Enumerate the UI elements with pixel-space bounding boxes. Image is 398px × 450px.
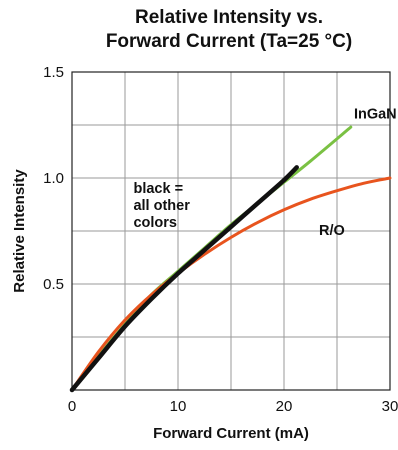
- chart-title-line-1: Relative Intensity vs.: [135, 7, 323, 28]
- annotation-line: colors: [133, 215, 177, 231]
- x-tick-label: 10: [170, 398, 187, 415]
- annotation-line: black =: [133, 181, 183, 197]
- y-tick-label: 0.5: [43, 276, 64, 293]
- x-tick-label: 20: [276, 398, 293, 415]
- y-tick-label: 1.0: [43, 170, 64, 187]
- y-axis-label: Relative Intensity: [11, 169, 28, 293]
- series-group: [69, 125, 392, 393]
- grid: [72, 72, 390, 390]
- series-line-1: [70, 125, 353, 392]
- y-tick-label: 1.5: [43, 64, 64, 81]
- x-axis-label: Forward Current (mA): [153, 425, 309, 442]
- annotation-1: InGaN Green: [354, 107, 398, 123]
- x-tick-label: 30: [382, 398, 398, 415]
- annotation-2: R/O: [319, 223, 345, 239]
- tick-labels: 0 10 20 30 0.5 1.0 1.5: [43, 64, 398, 415]
- annotation-line: all other: [133, 198, 190, 214]
- chart-title-line-2: Forward Current (Ta=25 °C): [105, 31, 353, 52]
- x-tick-label: 0: [68, 398, 76, 415]
- series-line-3: [69, 165, 299, 393]
- series-line-2: [70, 176, 392, 392]
- plot-frame: [71, 71, 391, 391]
- annotation-3: black = all other colors: [133, 181, 190, 231]
